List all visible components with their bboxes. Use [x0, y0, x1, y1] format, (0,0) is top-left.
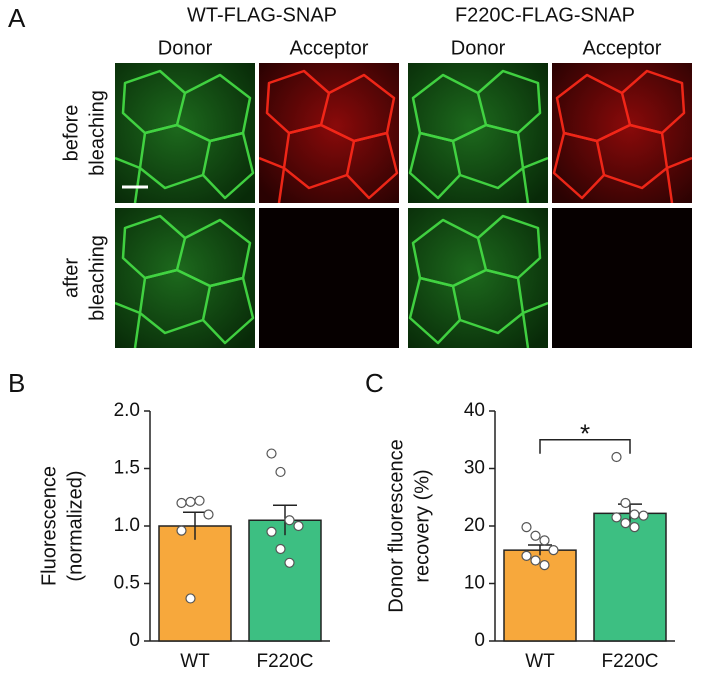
y-axis-label: Donor fluorescence [385, 439, 407, 612]
data-point [638, 510, 649, 521]
y-axis-label: recovery (%) [411, 469, 433, 582]
y-tick-label: 2.0 [114, 400, 140, 421]
error-bar [183, 511, 207, 540]
y-axis-label: (normalized) [64, 470, 86, 581]
data-point [611, 512, 622, 523]
significance-label: * [580, 419, 590, 449]
group-header: WT-FLAG-SNAP [187, 4, 337, 26]
y-tick-label: 30 [464, 458, 485, 479]
data-point [293, 520, 304, 532]
data-point [266, 448, 277, 459]
error-bar [528, 544, 552, 556]
panel-label: A [8, 3, 26, 33]
data-point [620, 518, 631, 529]
panel-label: C [365, 368, 384, 398]
row-label: bleaching [86, 235, 108, 321]
charts: B Fluorescence (normalized) 0 0.5 1.0 1.5 2.0 WT… [8, 368, 675, 672]
data-point [284, 515, 295, 526]
bar [248, 519, 322, 642]
data-point [620, 497, 631, 509]
y-axis-label: Fluorescence [38, 466, 60, 586]
data-point [548, 545, 559, 556]
channel-header: Donor [158, 37, 213, 59]
data-point [176, 525, 187, 536]
bar [593, 512, 667, 642]
y-tick-label: 0 [129, 630, 140, 651]
micrograph [552, 208, 692, 348]
data-point [530, 530, 541, 541]
y-tick-label: 10 [464, 573, 485, 594]
row-label: before [60, 105, 82, 162]
channel-header: Donor [451, 37, 506, 59]
y-tick-label: 0.5 [114, 573, 140, 594]
data-point [185, 496, 196, 507]
data-point [284, 557, 295, 568]
panel-label: B [8, 368, 25, 398]
data-point [194, 495, 205, 506]
data-point [629, 509, 640, 520]
y-tick-label: 40 [464, 400, 485, 421]
data-point [266, 526, 277, 537]
data-point [611, 451, 622, 463]
channel-header: Acceptor [583, 37, 662, 59]
row-label: bleaching [86, 90, 108, 176]
data-point [629, 522, 640, 533]
bar [158, 525, 232, 642]
y-tick-label: 1.5 [114, 458, 140, 479]
row-label: after [60, 258, 82, 298]
x-tick-label: WT [525, 651, 555, 672]
micrograph [259, 208, 399, 348]
data-point [521, 522, 532, 533]
x-tick-label: F220C [601, 651, 658, 672]
data-point [521, 550, 532, 562]
data-point [275, 466, 286, 478]
data-point [185, 593, 196, 604]
y-tick-label: 0 [474, 630, 485, 651]
data-point [530, 555, 541, 566]
channel-header: Acceptor [290, 37, 369, 59]
x-tick-label: WT [180, 651, 210, 672]
data-point [275, 543, 286, 555]
data-point [539, 535, 550, 546]
panel-a: WT-FLAG-SNAP F220C-FLAG-SNAP Donor Acceptor… [60, 4, 692, 348]
significance-bracket [539, 439, 631, 454]
x-tick-label: F220C [256, 651, 313, 672]
data-point [539, 559, 550, 571]
y-tick-label: 1.0 [114, 515, 140, 536]
data-point [203, 509, 214, 520]
group-header: F220C-FLAG-SNAP [455, 4, 635, 26]
y-tick-label: 20 [464, 515, 485, 536]
data-point [176, 497, 187, 509]
